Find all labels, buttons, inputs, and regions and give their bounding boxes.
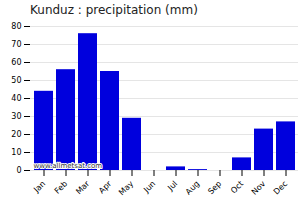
svg-text:Mar: Mar bbox=[74, 179, 92, 197]
svg-text:Jul: Jul bbox=[165, 179, 179, 193]
svg-text:Apr: Apr bbox=[97, 179, 114, 196]
svg-text:Sep: Sep bbox=[206, 179, 223, 196]
svg-text:20: 20 bbox=[11, 130, 21, 139]
svg-text:50: 50 bbox=[11, 76, 21, 85]
svg-text:Jun: Jun bbox=[141, 179, 157, 195]
svg-text:Aug: Aug bbox=[184, 179, 201, 196]
svg-text:Nov: Nov bbox=[250, 179, 268, 197]
html-text:Kunduz : precipitation (mm): Kunduz : precipitation (mm) bbox=[30, 3, 198, 17]
svg-text:30: 30 bbox=[11, 112, 21, 121]
svg-text:Oct: Oct bbox=[229, 179, 245, 195]
svg-text:10: 10 bbox=[11, 148, 21, 157]
svg-text:Jan: Jan bbox=[31, 179, 47, 195]
svg-text:80: 80 bbox=[11, 22, 21, 31]
svg-text:40: 40 bbox=[11, 94, 21, 103]
svg-text:www.allmetsat.com: www.allmetsat.com bbox=[34, 162, 103, 170]
svg-text:Feb: Feb bbox=[53, 179, 69, 195]
svg-text:0: 0 bbox=[16, 166, 21, 175]
svg-text:Dec: Dec bbox=[272, 179, 289, 196]
svg-text:May: May bbox=[117, 179, 135, 197]
svg-text:60: 60 bbox=[11, 58, 21, 67]
svg-text:70: 70 bbox=[11, 40, 21, 49]
